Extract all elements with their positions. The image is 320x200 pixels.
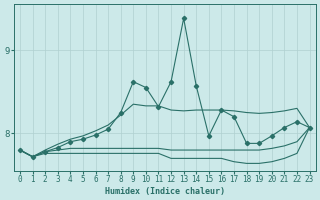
X-axis label: Humidex (Indice chaleur): Humidex (Indice chaleur) xyxy=(105,187,225,196)
